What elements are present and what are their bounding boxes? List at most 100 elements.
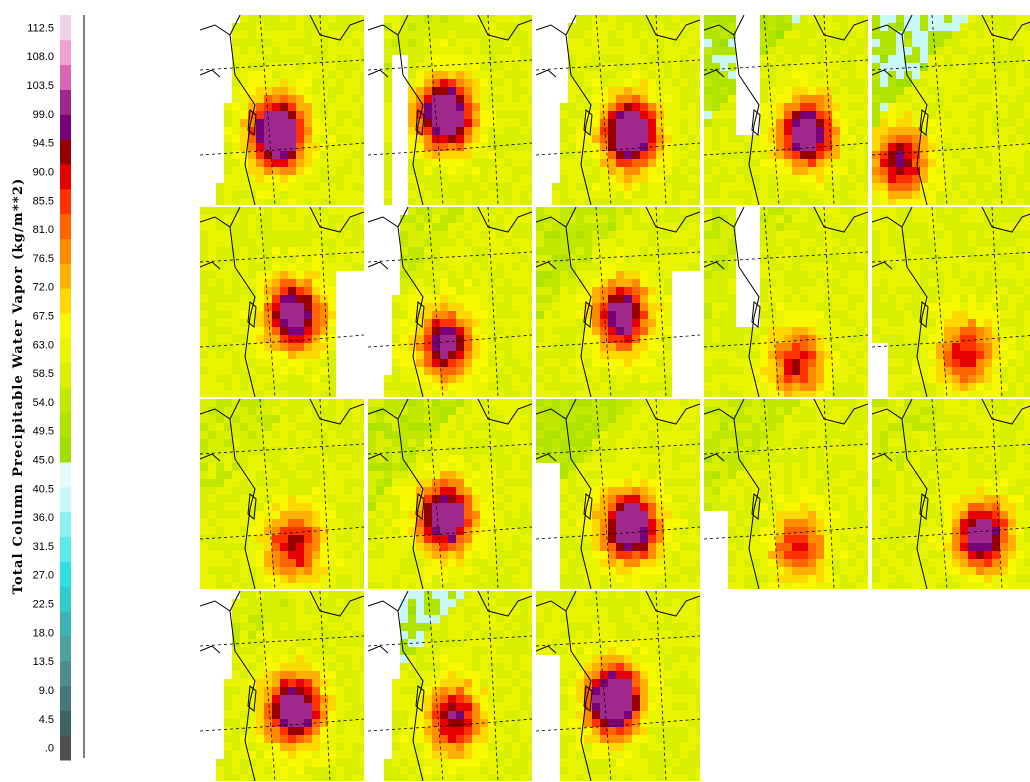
pixel-cell (792, 335, 800, 343)
pixel-cell (840, 383, 848, 391)
pixel-cell (904, 47, 912, 55)
pixel-cell (936, 39, 944, 47)
pixel-cell (616, 183, 624, 191)
pixel-cell (464, 127, 472, 135)
pixel-cell (816, 119, 824, 127)
pixel-cell (800, 111, 808, 119)
pixel-cell (512, 23, 520, 31)
pixel-cell (216, 279, 224, 287)
pixel-cell (408, 327, 416, 335)
pixel-cell (720, 271, 728, 279)
pixel-cell (328, 183, 336, 191)
pixel-cell (456, 71, 464, 79)
pixel-cell (456, 87, 464, 95)
pixel-cell (272, 487, 280, 495)
pixel-cell (800, 303, 808, 311)
pixel-cell (736, 159, 744, 167)
pixel-cell (232, 263, 240, 271)
pixel-cell (840, 79, 848, 87)
pixel-cell (440, 143, 448, 151)
pixel-cell (656, 303, 664, 311)
pixel-cell (728, 183, 736, 191)
pixel-cell (888, 271, 896, 279)
pixel-cell (680, 239, 688, 247)
pixel-cell (248, 511, 256, 519)
pixel-cell (576, 375, 584, 383)
pixel-cell (224, 255, 232, 263)
pixel-cell (232, 271, 240, 279)
pixel-cell (232, 447, 240, 455)
pixel-cell (456, 359, 464, 367)
pixel-cell (928, 391, 936, 397)
pixel-cell (224, 335, 232, 343)
pixel-cell (336, 71, 344, 79)
pixel-cell (696, 31, 700, 39)
pixel-cell (304, 31, 312, 39)
pixel-cell (224, 135, 232, 143)
pixel-cell (256, 135, 264, 143)
pixel-cell (336, 255, 344, 263)
pixel-cell (312, 495, 320, 503)
pixel-cell (224, 367, 232, 375)
pixel-cell (904, 39, 912, 47)
pixel-cell (608, 199, 616, 205)
pixel-cell (248, 519, 256, 527)
pixel-cell (224, 431, 232, 439)
pixel-cell (424, 159, 432, 167)
pixel-cell (800, 151, 808, 159)
pixel-cell (616, 191, 624, 199)
satellite-panel (704, 207, 868, 397)
pixel-cell (664, 375, 672, 383)
pixel-cell (360, 95, 364, 103)
pixel-cell (320, 319, 328, 327)
pixel-cell (992, 175, 1000, 183)
pixel-cell (728, 391, 736, 397)
pixel-cell (480, 127, 488, 135)
pixel-cell (880, 183, 888, 191)
pixel-cell (288, 383, 296, 391)
pixel-cell (664, 199, 672, 205)
pixel-cell (968, 159, 976, 167)
pixel-cell (408, 175, 416, 183)
pixel-cell (992, 183, 1000, 191)
pixel-cell (512, 143, 520, 151)
pixel-cell (432, 335, 440, 343)
pixel-cell (504, 343, 512, 351)
pixel-cell (440, 215, 448, 223)
pixel-cell (792, 159, 800, 167)
pixel-cell (744, 351, 752, 359)
pixel-cell (872, 319, 880, 327)
pixel-cell (200, 527, 208, 535)
pixel-cell (424, 103, 432, 111)
pixel-cell (280, 431, 288, 439)
pixel-cell (632, 207, 640, 215)
pixel-cell (720, 143, 728, 151)
pixel-cell (992, 119, 1000, 127)
pixel-cell (272, 191, 280, 199)
pixel-cell (784, 359, 792, 367)
pixel-cell (968, 255, 976, 263)
pixel-cell (824, 23, 832, 31)
pixel-cell (496, 183, 504, 191)
pixel-cell (928, 143, 936, 151)
pixel-cell (960, 23, 968, 31)
pixel-cell (296, 135, 304, 143)
pixel-cell (1008, 319, 1016, 327)
pixel-cell (608, 295, 616, 303)
pixel-cell (632, 295, 640, 303)
pixel-cell (592, 375, 600, 383)
pixel-cell (808, 327, 816, 335)
pixel-cell (664, 23, 672, 31)
pixel-cell (504, 63, 512, 71)
pixel-cell (256, 71, 264, 79)
pixel-cell (416, 167, 424, 175)
pixel-cell (224, 111, 232, 119)
pixel-cell (832, 215, 840, 223)
pixel-cell (568, 359, 576, 367)
pixel-cell (592, 119, 600, 127)
pixel-cell (632, 127, 640, 135)
pixel-cell (664, 351, 672, 359)
pixel-cell (704, 263, 712, 271)
pixel-cell (272, 423, 280, 431)
pixel-cell (968, 303, 976, 311)
